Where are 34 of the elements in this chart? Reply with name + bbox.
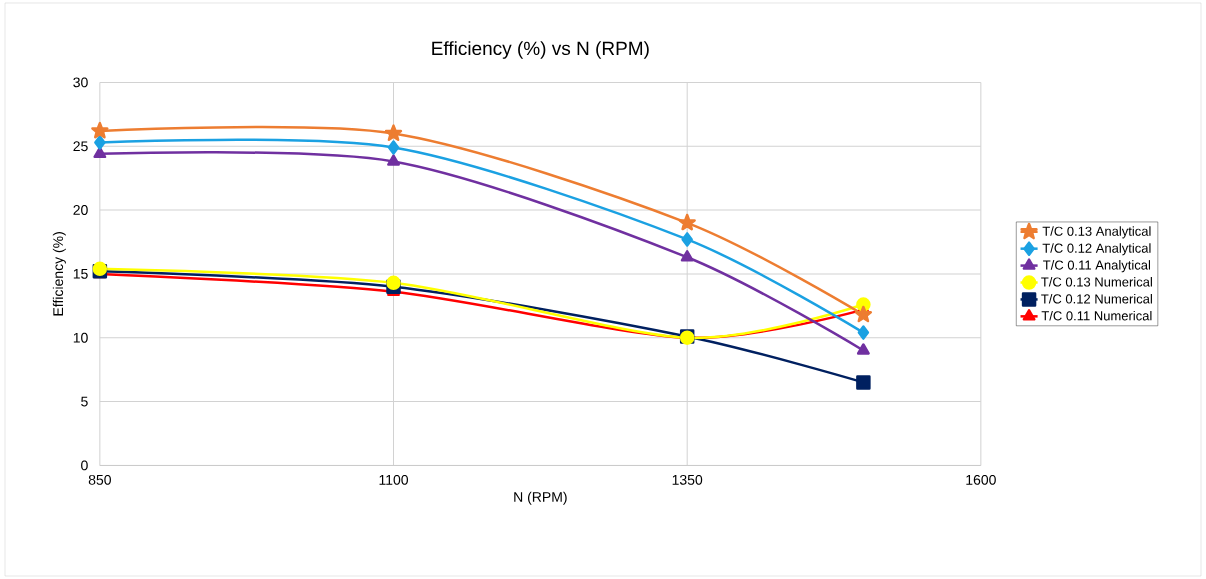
point [387, 154, 400, 166]
point [856, 375, 871, 390]
legend-label: T/C 0.12 Numerical [1041, 293, 1152, 304]
legend-label: T/C 0.11 Numerical [1041, 310, 1152, 321]
y-tick-label: 0 [81, 460, 88, 471]
point [384, 124, 403, 142]
x-tick-label: 1350 [672, 474, 703, 485]
y-tick-label: 10 [73, 332, 88, 343]
point [681, 232, 693, 247]
point [94, 135, 106, 150]
x-tick-label: 1600 [966, 474, 996, 485]
legend-label: T/C 0.11 Analytical [1043, 260, 1151, 273]
point [93, 146, 107, 159]
legend-label: T/C 0.12 Analytical [1042, 243, 1151, 256]
point [678, 213, 696, 231]
y-tick-label: 15 [73, 268, 88, 279]
y-tick-label: 30 [73, 77, 88, 88]
chart-title: Efficiency (%) vs N (RPM) [432, 41, 649, 59]
point [680, 250, 694, 262]
y-tick-label: 25 [73, 141, 88, 152]
y-tick-label: 20 [73, 205, 88, 215]
point [387, 140, 400, 155]
point [856, 343, 870, 355]
point [91, 121, 109, 139]
point [857, 325, 870, 340]
point [386, 275, 401, 291]
legend-label: T/C 0.13 Numerical [1041, 277, 1152, 287]
point [854, 305, 873, 323]
legend-label: T/C 0.13 Analytical [1042, 226, 1151, 239]
x-tick-label: 850 [88, 474, 111, 485]
x-axis-title: N (RPM) [514, 491, 567, 505]
x-tick-label: 1100 [379, 474, 409, 485]
y-tick-label: 5 [81, 396, 88, 407]
y-axis-title: Efficiency (%) [52, 232, 66, 316]
